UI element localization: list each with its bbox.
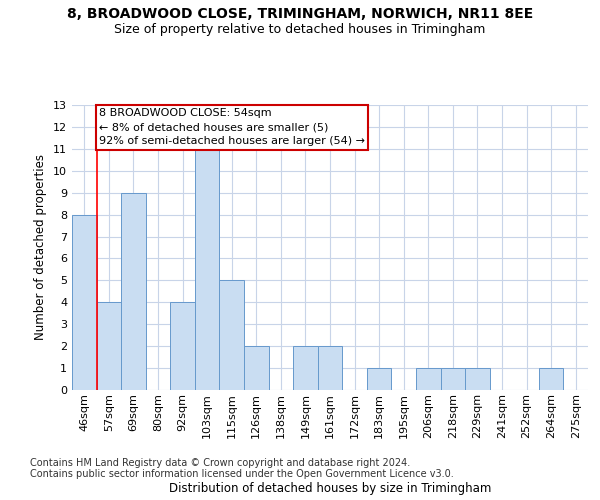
Text: 8, BROADWOOD CLOSE, TRIMINGHAM, NORWICH, NR11 8EE: 8, BROADWOOD CLOSE, TRIMINGHAM, NORWICH,… — [67, 8, 533, 22]
Bar — [121, 192, 146, 390]
Bar — [170, 302, 195, 390]
Bar — [318, 346, 342, 390]
Bar — [440, 368, 465, 390]
Bar — [97, 302, 121, 390]
Text: 8 BROADWOOD CLOSE: 54sqm
← 8% of detached houses are smaller (5)
92% of semi-det: 8 BROADWOOD CLOSE: 54sqm ← 8% of detache… — [99, 108, 365, 146]
Bar — [465, 368, 490, 390]
Text: Contains HM Land Registry data © Crown copyright and database right 2024.
Contai: Contains HM Land Registry data © Crown c… — [30, 458, 454, 479]
Text: Size of property relative to detached houses in Trimingham: Size of property relative to detached ho… — [115, 22, 485, 36]
Bar — [220, 280, 244, 390]
Bar — [72, 214, 97, 390]
Bar — [293, 346, 318, 390]
Y-axis label: Number of detached properties: Number of detached properties — [34, 154, 47, 340]
Text: Distribution of detached houses by size in Trimingham: Distribution of detached houses by size … — [169, 482, 491, 495]
Bar — [367, 368, 391, 390]
Bar — [195, 149, 220, 390]
Bar — [416, 368, 440, 390]
Bar — [539, 368, 563, 390]
Bar — [244, 346, 269, 390]
